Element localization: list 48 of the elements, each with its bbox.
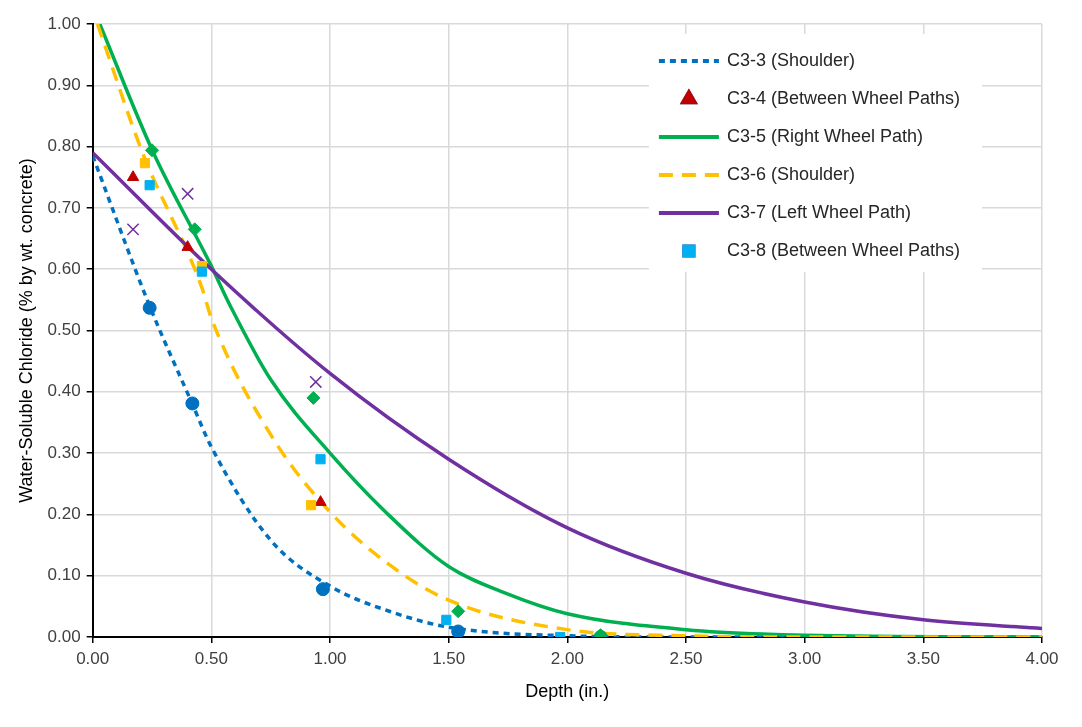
point (451, 604, 466, 619)
x-tick-label: 4.00 (1025, 648, 1059, 668)
point (314, 495, 327, 506)
point (142, 300, 157, 315)
x-tick-label: 3.00 (788, 648, 822, 668)
y-tick-label: 0.20 (47, 504, 81, 524)
point (451, 624, 466, 637)
point (181, 187, 195, 201)
y-tick-label: 0.80 (47, 136, 81, 156)
y-tick-label: 0.90 (47, 74, 81, 94)
point (196, 266, 207, 277)
x-tick-label: 2.50 (669, 648, 703, 668)
x-axis-title: Depth (in.) (525, 681, 610, 702)
point (309, 375, 323, 389)
legend-label: C3-5 (Right Wheel Path) (726, 125, 923, 146)
point (305, 500, 317, 511)
legend-label: C3-3 (Shoulder) (726, 49, 855, 70)
legend-label: C3-6 (Shoulder) (726, 163, 855, 184)
point (315, 582, 330, 597)
y-axis-title: Water-Soluble Chloride (% by wt. concrete) (15, 158, 36, 503)
point (126, 170, 140, 181)
legend-label: C3-7 (Left Wheel Path) (726, 201, 911, 222)
y-tick-label: 0.70 (47, 197, 81, 217)
point (187, 222, 202, 237)
point (306, 390, 321, 405)
point (126, 222, 140, 236)
point (181, 240, 194, 251)
legend-label: C3-4 (Between Wheel Paths) (726, 87, 961, 108)
point (315, 454, 326, 465)
y-tick-label: 1.00 (47, 13, 81, 33)
y-tick-label: 0.10 (47, 565, 81, 585)
point (145, 143, 160, 158)
y-tick-label: 0.30 (47, 442, 81, 462)
legend-label: C3-8 (Between Wheel Paths) (726, 239, 961, 260)
x-tick-label: 1.50 (432, 648, 466, 668)
x-tick-label: 0.00 (76, 648, 110, 668)
x-tick-label: 1.00 (313, 648, 347, 668)
point (441, 614, 452, 625)
x-tick-label: 3.50 (906, 648, 940, 668)
x-tick-label: 2.00 (550, 648, 584, 668)
y-tick-label: 0.60 (47, 258, 81, 278)
point (144, 180, 155, 191)
x-tick-label: 0.50 (194, 648, 228, 668)
point (139, 158, 150, 169)
point (185, 396, 200, 411)
y-tick-label: 0.50 (47, 320, 81, 340)
y-tick-label: 0.00 (47, 626, 81, 646)
y-tick-label: 0.40 (47, 381, 81, 401)
